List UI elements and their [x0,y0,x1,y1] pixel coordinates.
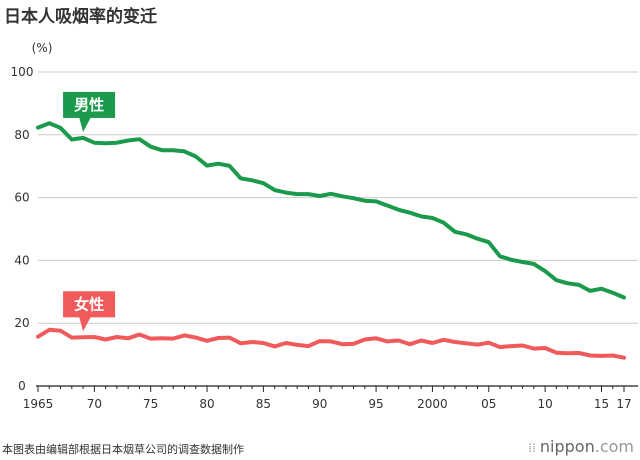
series-label-pointer [79,116,92,132]
x-tick-label-17: 17 [616,397,631,411]
y-tick-label-80: 80 [14,128,29,142]
brand-logo: ⁞⁞ nippon.com [528,437,634,456]
x-tick-label-2000: 2000 [417,397,448,411]
series-label-female: 女性 [63,291,116,332]
series-line-female [36,327,626,360]
y-axis-unit: (%) [32,41,53,55]
axes: 0 20 40 60 80 100 (%) 1965 70 75 80 85 90 95 2000 05 10 1… [11,41,638,411]
grid-lines [38,71,638,324]
series-label-male: 男性 [63,91,116,132]
x-tick-label-1965: 1965 [23,397,54,411]
series-label-text: 男性 [74,96,104,114]
x-tick-label-75: 75 [143,397,158,411]
x-tick-label-15: 15 [594,397,609,411]
chart-title: 日本人吸烟率的变迁 [4,7,157,27]
x-tick-label-10: 10 [537,397,552,411]
y-tick-label-0: 0 [18,379,26,393]
series-label-text: 女性 [74,295,104,313]
smoking-rate-chart: 0 20 40 60 80 100 (%) 1965 70 75 80 85 90 95 2000 05 10 1… [11,41,638,411]
x-tick-label-85: 85 [256,397,271,411]
series-label-pointer [79,316,92,332]
series-lines [36,121,626,360]
x-tick-label-90: 90 [312,397,327,411]
brand-name: nippon [539,437,595,456]
series-label-box [63,91,116,118]
x-tick-label-70: 70 [87,397,102,411]
series-label-box [63,291,116,318]
x-tick-label-05: 05 [481,397,496,411]
y-tick-label-20: 20 [14,316,29,330]
x-tick-label-80: 80 [199,397,214,411]
y-tick-label-40: 40 [14,253,29,267]
brand-dots-icon: ⁞⁞ [528,441,536,455]
x-tick-label-95: 95 [368,397,383,411]
series-line-male [36,121,626,300]
y-tick-label-100: 100 [11,65,34,79]
y-tick-label-60: 60 [14,191,29,205]
source-note: 本图表由编辑部根据日本烟草公司的调查数据制作 [2,443,244,456]
brand-suffix: .com [594,437,634,456]
